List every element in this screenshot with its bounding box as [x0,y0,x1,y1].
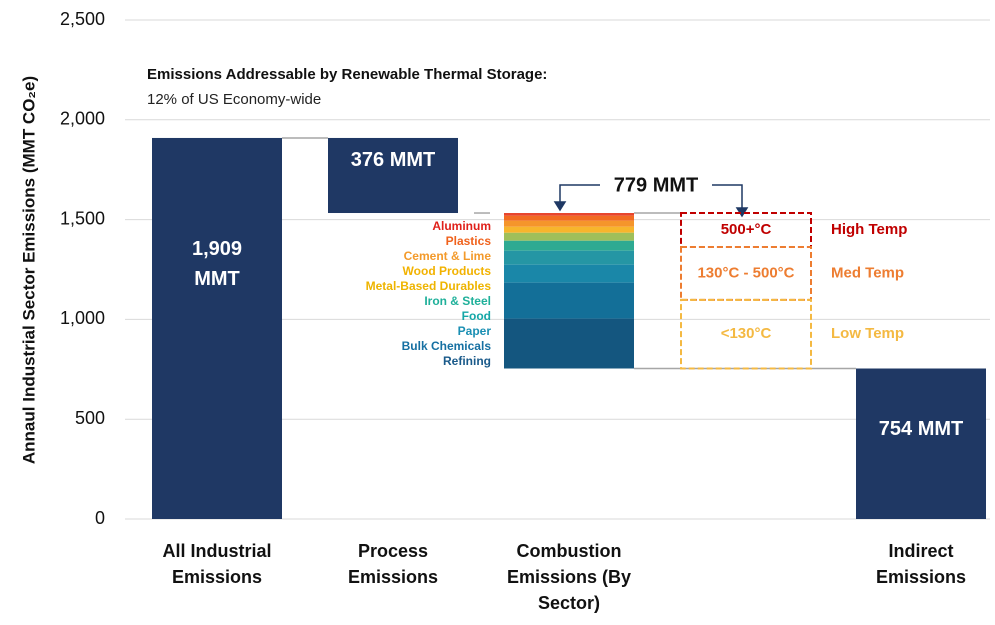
y-tick-label: 500 [75,408,105,428]
band-label: 130°C - 500°C [697,264,794,281]
x-tick-label: Combustion Emissions (By Sector) [506,541,632,613]
x-tick-label: Process Emissions [347,541,439,587]
sector-label: Refining [443,354,491,368]
y-tick-label: 2,500 [60,9,105,29]
x-tick-label: Indirect Emissions [875,541,967,587]
total-annotation [553,184,749,218]
band-label: <130°C [721,325,772,342]
arrow-heads [553,201,749,218]
y-tick-label: 0 [95,508,105,528]
sector-segment [504,240,634,251]
bar [856,368,986,519]
sector-segment [504,318,634,369]
chart-title: Emissions Addressable by Renewable Therm… [147,66,547,83]
x-tick-label: All Industrial Emissions [162,541,272,587]
bar [328,137,458,214]
y-tick-label: 1,500 [60,208,105,228]
sector-segment [504,215,634,221]
value-label: 376 MMT [350,149,436,172]
temperature-band [680,298,812,370]
sector-label: Food [462,309,491,323]
sector-segment [504,226,634,233]
sector-segment [504,232,634,241]
combustion-total-label: 779 MMT [614,174,698,196]
sector-label: Wood Products [403,264,492,278]
y-tick-label: 1,000 [60,308,105,328]
sector-segment [504,282,634,319]
y-axis-label: Annaul Industrial Sector Emissions (MMT … [19,76,38,464]
band-name: High Temp [831,221,907,238]
value-label: 754 MMT [878,417,964,440]
chart-subtitle: 12% of US Economy-wide [147,91,321,108]
sector-label: Bulk Chemicals [402,339,492,353]
sector-segment [504,250,634,265]
sector-segment [504,264,634,283]
sector-segment [504,220,634,227]
band-name: Med Temp [831,264,904,281]
value-label: 1,909 MMT [191,237,243,290]
bar [152,137,282,519]
sector-label: Plastics [446,234,492,248]
bracket-right [712,184,743,210]
bracket-left [559,184,600,203]
band-name: Low Temp [831,325,904,342]
sector-label: Aluminum [432,219,491,233]
band-label: 500+°C [721,221,772,238]
sector-label: Iron & Steel [424,294,491,308]
sector-label: Paper [458,324,492,338]
sector-segment [504,213,634,216]
sector-label: Metal-Based Durables [366,279,492,293]
y-tick-label: 2,000 [60,109,105,129]
sector-label: Cement & Lime [404,249,492,263]
